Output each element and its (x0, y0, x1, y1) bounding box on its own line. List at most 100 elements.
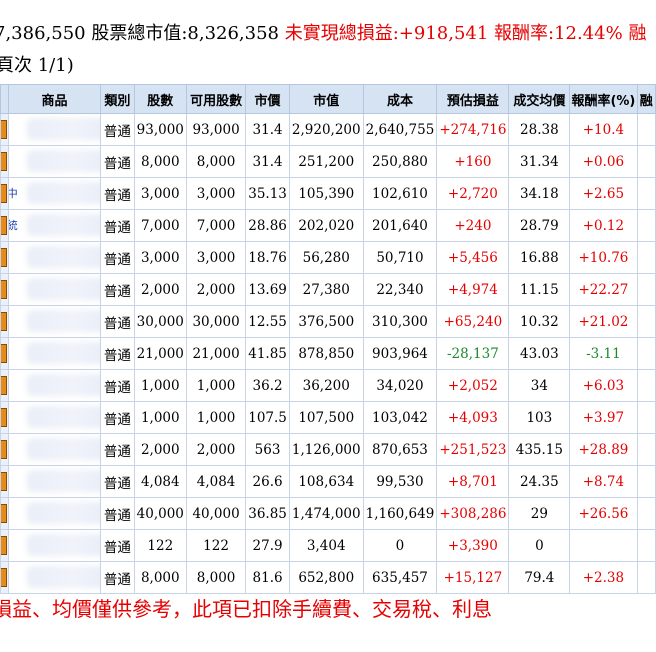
header-price[interactable]: 市價 (245, 84, 290, 114)
row-product-cell[interactable] (7, 465, 102, 498)
row-return-rate: +2.38 (569, 561, 638, 594)
table-row: 普通 8,000 8,000 81.6 652,800 635,457 +15,127 79.… (0, 561, 656, 594)
row-extra-cell (636, 305, 656, 338)
row-product-cell[interactable] (7, 433, 102, 466)
order-button-icon[interactable] (1, 184, 8, 203)
row-estimated-pnl: +240 (436, 209, 510, 242)
table-row: 普通 1,000 1,000 36.2 36,200 34,020 +2,052 34 +6.0… (0, 369, 656, 402)
row-available-shares: 2,000 (185, 273, 247, 306)
order-button-icon[interactable] (1, 280, 8, 299)
row-cost: 99,530 (362, 465, 438, 498)
row-available-shares: 21,000 (185, 337, 247, 370)
redacted-product-name (26, 310, 100, 332)
table-row: 普通 30,000 30,000 12.55 376,500 310,300 +65,240… (0, 305, 656, 338)
row-avg-price: 28.38 (508, 113, 571, 146)
order-button-icon[interactable] (1, 152, 8, 171)
row-available-shares: 93,000 (185, 113, 247, 146)
header-product[interactable]: 商品 (7, 84, 102, 114)
order-button-icon[interactable] (1, 120, 8, 139)
row-extra-cell (636, 497, 656, 530)
row-shares: 21,000 (133, 337, 187, 370)
summary-market-value: 7,386,550 股票總市值:8,326,358 (0, 23, 280, 44)
row-price: 31.4 (245, 113, 290, 146)
row-return-rate: +0.12 (569, 209, 638, 242)
row-product-cell[interactable]: 中 (7, 177, 102, 210)
row-price: 563 (245, 433, 290, 466)
header-type[interactable]: 類別 (100, 84, 135, 114)
row-action-cell (0, 465, 9, 498)
row-market-value: 251,200 (288, 145, 364, 178)
row-product-name[interactable]: 統 (9, 217, 17, 233)
header-avg-price[interactable]: 成交均價 (508, 84, 571, 114)
order-button-icon[interactable] (1, 408, 8, 427)
row-product-cell[interactable] (7, 113, 102, 146)
order-button-icon[interactable] (1, 376, 8, 395)
row-product-cell[interactable] (7, 401, 102, 434)
row-avg-price: 29 (508, 497, 571, 530)
row-avg-price: 34 (508, 369, 571, 402)
row-return-rate: +0.06 (569, 145, 638, 178)
row-product-cell[interactable] (7, 305, 102, 338)
row-cost: 102,610 (362, 177, 438, 210)
row-extra-cell (636, 273, 656, 306)
row-type: 普通 (100, 177, 135, 210)
order-button-icon[interactable] (1, 568, 8, 587)
order-button-icon[interactable] (1, 472, 8, 491)
row-available-shares: 8,000 (185, 145, 247, 178)
header-available-shares[interactable]: 可用股數 (185, 84, 247, 114)
header-cost[interactable]: 成本 (362, 84, 438, 114)
row-avg-price: 43.03 (508, 337, 571, 370)
row-extra-cell (636, 401, 656, 434)
redacted-product-name (26, 502, 100, 524)
row-product-cell[interactable] (7, 529, 102, 562)
row-product-cell[interactable] (7, 561, 102, 594)
order-button-icon[interactable] (1, 216, 8, 235)
row-cost: 201,640 (362, 209, 438, 242)
header-estimated-pnl[interactable]: 預估損益 (436, 84, 510, 114)
row-product-cell[interactable] (7, 273, 102, 306)
summary-unrealized-pnl: 未實現總損益:+918,541 報酬率:12.44% 融 (279, 23, 647, 44)
order-button-icon[interactable] (1, 504, 8, 523)
row-cost: 1,160,649 (362, 497, 438, 530)
order-button-icon[interactable] (1, 440, 8, 459)
order-button-icon[interactable] (1, 536, 8, 555)
order-button-icon[interactable] (1, 248, 8, 267)
row-type: 普通 (100, 273, 135, 306)
row-estimated-pnl: +2,052 (436, 369, 510, 402)
header-shares[interactable]: 股數 (133, 84, 187, 114)
row-product-cell[interactable]: 統 (7, 209, 102, 242)
row-type: 普通 (100, 561, 135, 594)
row-product-name[interactable]: 中 (9, 185, 17, 201)
table-row: 中普通3,0003,00035.13105,390102,610+2,72034… (0, 177, 656, 210)
row-return-rate: +10.4 (569, 113, 638, 146)
row-product-cell[interactable] (7, 145, 102, 178)
row-product-cell[interactable] (7, 369, 102, 402)
row-type: 普通 (100, 113, 135, 146)
row-return-rate: +8.74 (569, 465, 638, 498)
row-price: 18.76 (245, 241, 290, 274)
row-market-value: 652,800 (288, 561, 364, 594)
row-type: 普通 (100, 305, 135, 338)
row-shares: 93,000 (133, 113, 187, 146)
row-return-rate: +2.65 (569, 177, 638, 210)
header-extra[interactable]: 融 (636, 84, 656, 114)
row-price: 12.55 (245, 305, 290, 338)
header-return-rate[interactable]: 報酬率(%) (569, 84, 638, 114)
redacted-product-name (26, 374, 100, 396)
row-extra-cell (636, 209, 656, 242)
row-avg-price: 31.34 (508, 145, 571, 178)
row-market-value: 878,850 (288, 337, 364, 370)
row-product-cell[interactable] (7, 497, 102, 530)
row-action-cell (0, 241, 9, 274)
row-product-cell[interactable] (7, 337, 102, 370)
row-product-cell[interactable] (7, 241, 102, 274)
row-available-shares: 8,000 (185, 561, 247, 594)
order-button-icon[interactable] (1, 344, 8, 363)
row-shares: 3,000 (133, 241, 187, 274)
row-shares: 8,000 (133, 145, 187, 178)
row-return-rate: +28.89 (569, 433, 638, 466)
table-row: 普通 8,000 8,000 31.4 251,200 250,880 +160 31.34 +… (0, 145, 656, 178)
row-price: 107.5 (245, 401, 290, 434)
header-market-value[interactable]: 市值 (288, 84, 364, 114)
order-button-icon[interactable] (1, 312, 8, 331)
